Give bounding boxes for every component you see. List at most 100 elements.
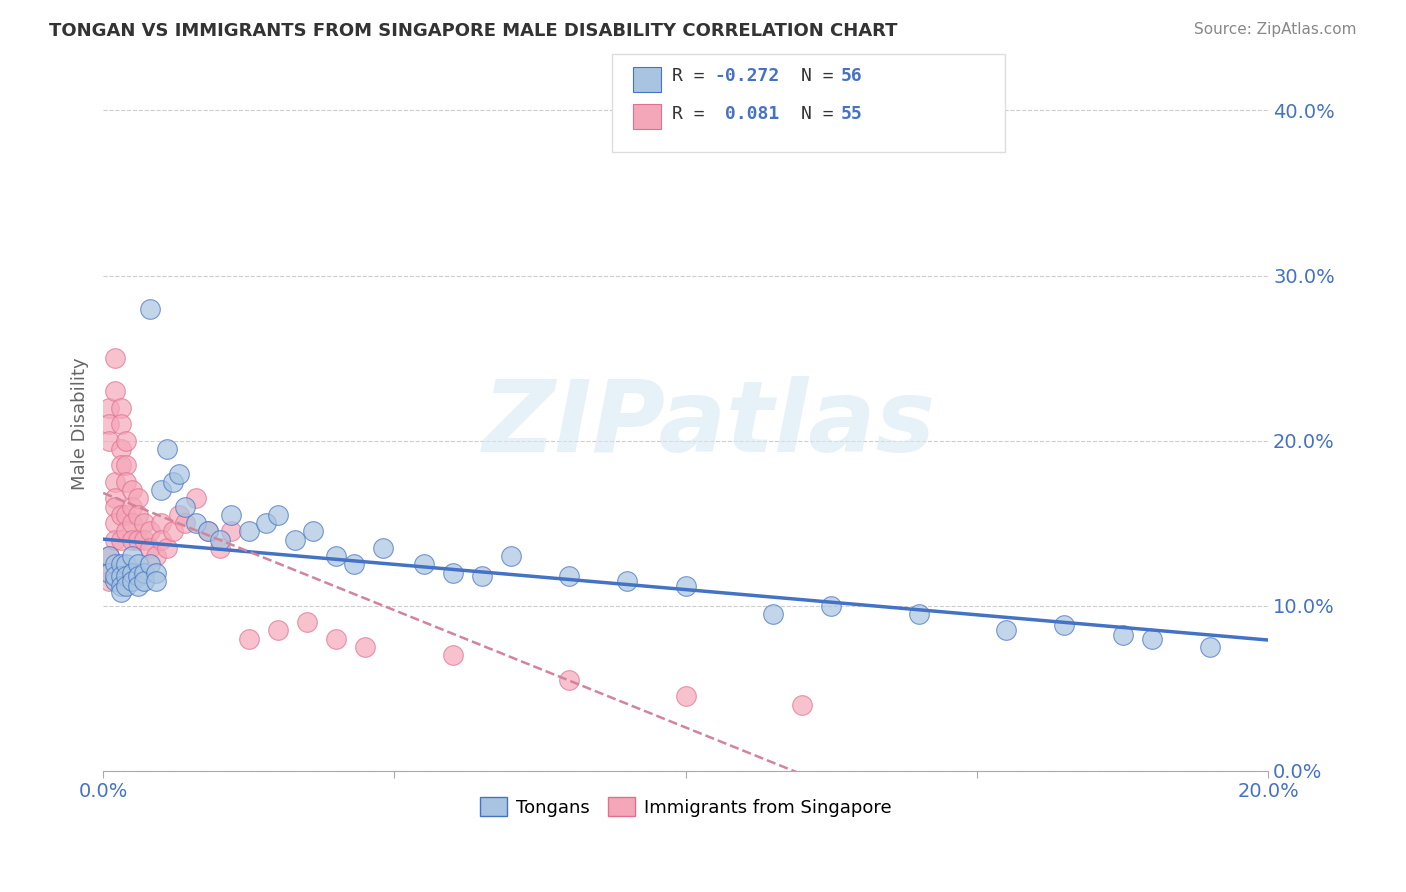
Point — [127, 579, 149, 593]
Point — [558, 569, 581, 583]
Point — [471, 569, 494, 583]
Point — [104, 558, 127, 572]
Point — [115, 524, 138, 539]
Point — [104, 569, 127, 583]
Text: 56: 56 — [841, 67, 862, 85]
Text: 0.081: 0.081 — [714, 105, 779, 123]
Point — [138, 301, 160, 316]
Text: Source: ZipAtlas.com: Source: ZipAtlas.com — [1194, 22, 1357, 37]
Point — [820, 599, 842, 613]
Point — [150, 516, 173, 530]
Point — [104, 574, 127, 588]
Point — [110, 585, 132, 599]
Text: -0.272: -0.272 — [714, 67, 779, 85]
Point — [412, 558, 434, 572]
Point — [121, 500, 143, 514]
Point — [132, 533, 155, 547]
Point — [208, 541, 231, 555]
Point — [267, 624, 290, 638]
Text: ZIPatlas: ZIPatlas — [482, 376, 935, 473]
Point — [295, 615, 318, 629]
Point — [97, 401, 120, 415]
Point — [1140, 632, 1163, 646]
Point — [186, 516, 208, 530]
Point — [104, 475, 127, 489]
Point — [121, 549, 143, 563]
Point — [156, 442, 179, 456]
Point — [110, 569, 132, 583]
Point — [115, 475, 138, 489]
Text: TONGAN VS IMMIGRANTS FROM SINGAPORE MALE DISABILITY CORRELATION CHART: TONGAN VS IMMIGRANTS FROM SINGAPORE MALE… — [49, 22, 897, 40]
Point — [127, 491, 149, 506]
Point — [132, 574, 155, 588]
Point — [115, 558, 138, 572]
Point — [254, 516, 277, 530]
Text: N =: N = — [801, 67, 845, 85]
Point — [132, 516, 155, 530]
Point — [219, 524, 242, 539]
Point — [145, 566, 167, 580]
Point — [110, 458, 132, 473]
Point — [97, 434, 120, 448]
Point — [115, 569, 138, 583]
Point — [104, 533, 127, 547]
Point — [145, 574, 167, 588]
Point — [110, 401, 132, 415]
Text: N =: N = — [801, 105, 845, 123]
Point — [499, 549, 522, 563]
Point — [441, 566, 464, 580]
Point — [104, 516, 127, 530]
Point — [173, 500, 195, 514]
Point — [208, 533, 231, 547]
Point — [267, 508, 290, 522]
Point — [150, 483, 173, 497]
Point — [792, 698, 814, 712]
Point — [675, 690, 697, 704]
Point — [97, 574, 120, 588]
Point — [97, 566, 120, 580]
Text: 55: 55 — [841, 105, 862, 123]
Point — [173, 516, 195, 530]
Point — [127, 558, 149, 572]
Point — [325, 632, 347, 646]
Point — [762, 607, 785, 621]
Point — [132, 566, 155, 580]
Text: R =: R = — [672, 105, 716, 123]
Point — [342, 558, 364, 572]
Point — [675, 579, 697, 593]
Point — [238, 524, 260, 539]
Point — [110, 442, 132, 456]
Point — [238, 632, 260, 646]
Point — [97, 549, 120, 563]
Point — [127, 508, 149, 522]
Point — [110, 579, 132, 593]
Point — [197, 524, 219, 539]
Text: R =: R = — [672, 67, 716, 85]
Point — [197, 524, 219, 539]
Point — [145, 549, 167, 563]
Point — [558, 673, 581, 687]
Point — [121, 566, 143, 580]
Point — [110, 558, 132, 572]
Point — [121, 574, 143, 588]
Point — [354, 640, 377, 654]
Point — [1111, 628, 1133, 642]
Point — [371, 541, 394, 555]
Point — [907, 607, 929, 621]
Point — [104, 500, 127, 514]
Point — [219, 508, 242, 522]
Point — [186, 491, 208, 506]
Point — [104, 491, 127, 506]
Point — [115, 579, 138, 593]
Point — [110, 508, 132, 522]
Point — [121, 533, 143, 547]
Point — [115, 508, 138, 522]
Point — [301, 524, 323, 539]
Point — [167, 508, 190, 522]
Point — [121, 516, 143, 530]
Point — [284, 533, 307, 547]
Point — [97, 566, 120, 580]
Point — [115, 458, 138, 473]
Point — [104, 351, 127, 365]
Point — [441, 648, 464, 662]
